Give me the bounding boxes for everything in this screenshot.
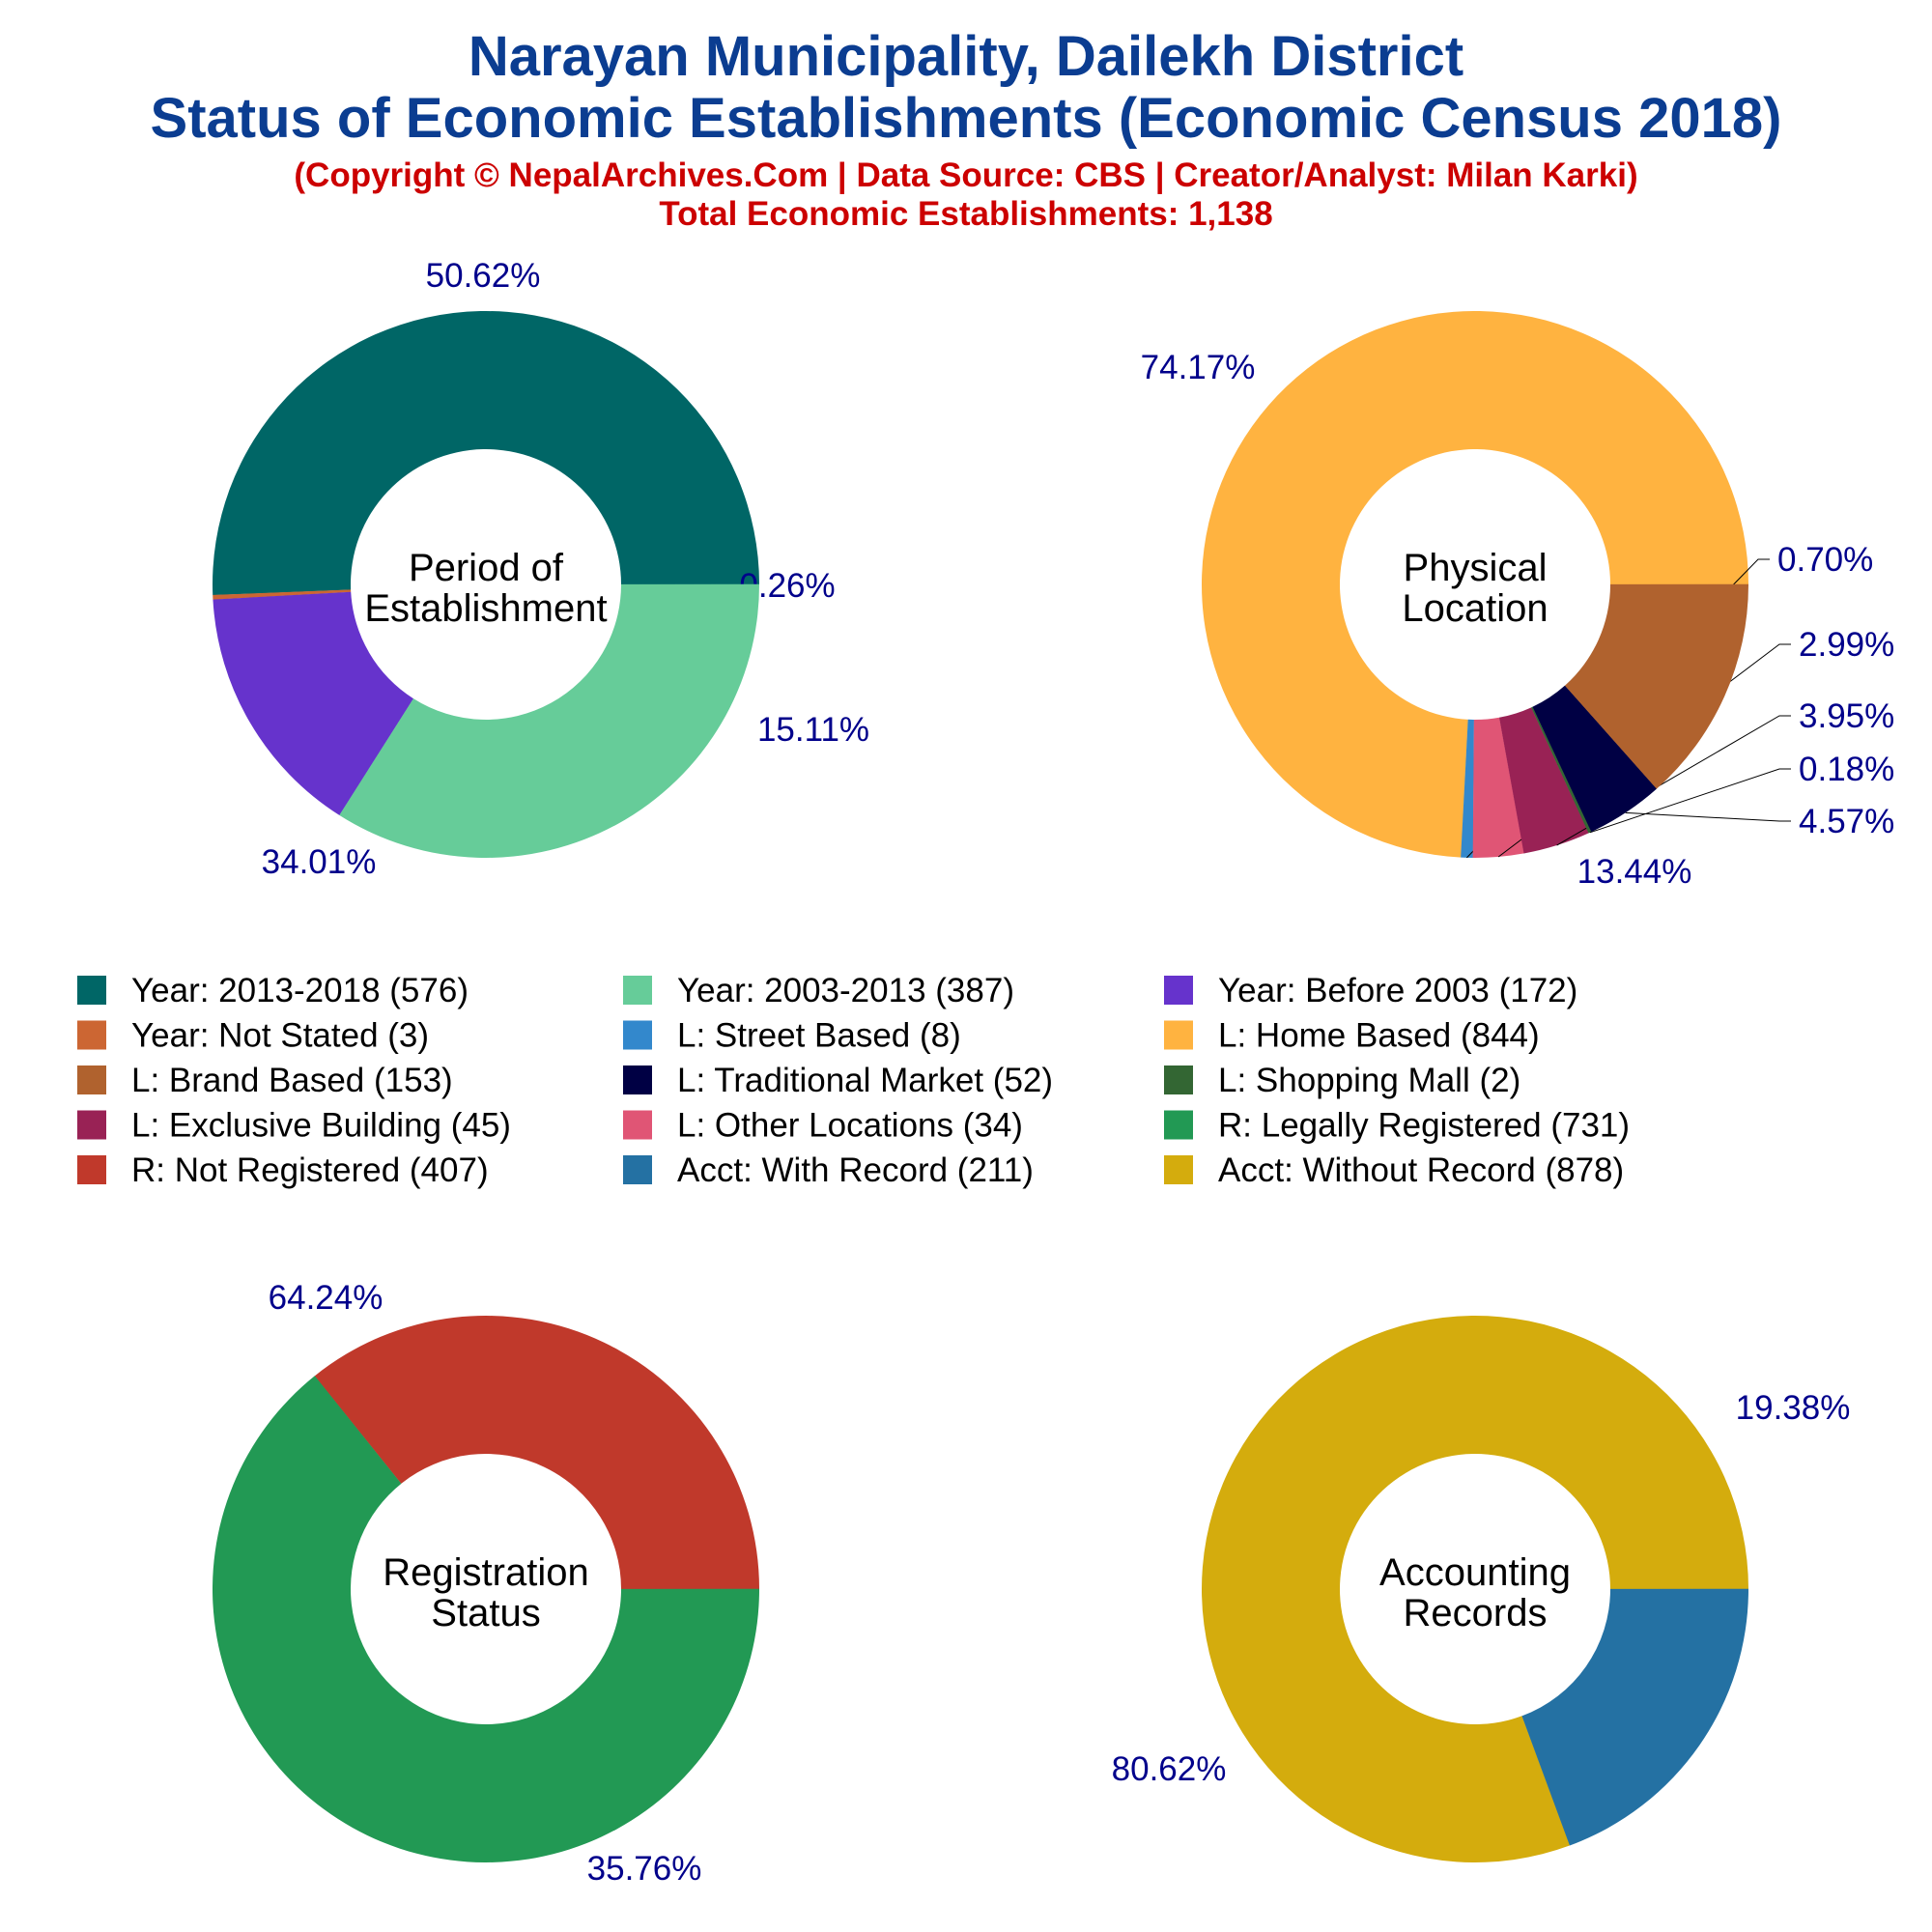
donut-2-slice-4 xyxy=(1498,707,1589,854)
legend-label: Acct: With Record (211) xyxy=(677,1151,1034,1189)
donut-4-center-label-line-2: Records xyxy=(1404,1592,1548,1634)
donut-3-center-label-line-1: Registration xyxy=(383,1551,588,1594)
donut-charts: 50.62%0.26%15.11%34.01%Period ofEstablis… xyxy=(213,257,1894,1888)
donut-2-percent-label-6: 4.57% xyxy=(1799,803,1894,840)
donut-2-slice-7 xyxy=(1564,583,1748,789)
donut-2-slice-1 xyxy=(1202,311,1748,858)
donut-3-slice-2 xyxy=(213,1376,759,1862)
legend-label: L: Street Based (8) xyxy=(677,1017,961,1055)
donut-1-slice-3 xyxy=(213,591,414,816)
donut-2-percent-label-5: 0.18% xyxy=(1799,751,1894,788)
donut-4-percent-label-2: 19.38% xyxy=(1736,1389,1851,1427)
donut-2-percent-label-1: 74.17% xyxy=(1141,349,1256,386)
legend-label: L: Home Based (844) xyxy=(1218,1017,1540,1055)
legend-item: L: Other Locations (34) xyxy=(623,1107,1023,1145)
chart-total: Total Economic Establishments: 1,138 xyxy=(659,195,1273,233)
donut-2-percent-label-3: 2.99% xyxy=(1799,626,1894,664)
donut-4-slice-2 xyxy=(1521,1588,1748,1846)
donut-3-slice-1 xyxy=(314,1315,760,1589)
donut-2-center-label-line-2: Location xyxy=(1402,587,1548,630)
donut-2-center-label-line-1: Physical xyxy=(1404,547,1548,589)
legend-swatch xyxy=(623,1110,652,1140)
legend-item: Acct: Without Record (878) xyxy=(1164,1151,1624,1189)
legend-item: L: Home Based (844) xyxy=(1164,1017,1540,1055)
legend: Year: 2013-2018 (576) Year: 2003-2013 (38… xyxy=(77,972,1630,1189)
donut-2-percent-label-2: 0.70% xyxy=(1777,541,1873,579)
donut-4-slice-1 xyxy=(1201,1316,1748,1862)
legend-label: Acct: Without Record (878) xyxy=(1218,1151,1624,1189)
legend-swatch xyxy=(1164,1155,1193,1184)
legend-swatch xyxy=(77,1155,106,1184)
donut-1-center-label-line-1: Period of xyxy=(409,547,564,589)
donut-chart-2: 74.17% 0.70% 2.99% 3.95% 0.18% 4.57% 13.44% Phy… xyxy=(1141,311,1894,891)
donut-1-slice-1 xyxy=(213,311,759,596)
legend-item: Year: 2013-2018 (576) xyxy=(77,972,469,1009)
legend-label: L: Exclusive Building (45) xyxy=(131,1107,511,1145)
legend-item: L: Exclusive Building (45) xyxy=(77,1107,511,1145)
legend-label: Year: Not Stated (3) xyxy=(131,1017,429,1055)
chart-title-line1: Narayan Municipality, Dailekh District xyxy=(468,25,1464,88)
donut-2-percent-label-7: 13.44% xyxy=(1577,853,1692,891)
donut-2-slice-5 xyxy=(1531,706,1592,834)
donut-2-slice-3 xyxy=(1472,717,1524,858)
donut-2-percent-label-4: 3.95% xyxy=(1799,697,1894,735)
legend-swatch xyxy=(77,1110,106,1140)
legend-swatch xyxy=(77,1065,106,1094)
legend-item: L: Traditional Market (52) xyxy=(623,1062,1053,1099)
legend-label: R: Not Registered (407) xyxy=(131,1151,489,1189)
chart-title-line2: Status of Economic Establishments (Econo… xyxy=(150,87,1782,150)
legend-item: R: Not Registered (407) xyxy=(77,1151,489,1189)
legend-item: Year: Before 2003 (172) xyxy=(1164,972,1577,1009)
donut-1-slice-2 xyxy=(213,589,352,600)
legend-swatch xyxy=(623,1020,652,1050)
legend-label: Year: Before 2003 (172) xyxy=(1218,972,1577,1009)
donut-4-center-label-line-1: Accounting xyxy=(1379,1551,1571,1594)
legend-swatch xyxy=(1164,1065,1193,1094)
legend-item: R: Legally Registered (731) xyxy=(1164,1107,1630,1145)
legend-label: R: Legally Registered (731) xyxy=(1218,1107,1630,1145)
donut-1-percent-label-3: 15.11% xyxy=(757,711,869,749)
donut-3-percent-label-1: 35.76% xyxy=(587,1850,702,1888)
legend-item: L: Street Based (8) xyxy=(623,1017,961,1055)
legend-swatch xyxy=(77,976,106,1005)
legend-item: Acct: With Record (211) xyxy=(623,1151,1034,1189)
donut-4-percent-label-1: 80.62% xyxy=(1112,1750,1227,1788)
donut-1-center-label-line-2: Establishment xyxy=(364,587,607,630)
legend-label: L: Other Locations (34) xyxy=(677,1107,1023,1145)
donut-3-percent-label-2: 64.24% xyxy=(269,1279,384,1317)
legend-item: L: Shopping Mall (2) xyxy=(1164,1062,1520,1099)
legend-label: Year: 2003-2013 (387) xyxy=(677,972,1014,1009)
legend-swatch xyxy=(623,976,652,1005)
donut-1-slice-4 xyxy=(339,583,759,858)
legend-item: Year: 2003-2013 (387) xyxy=(623,972,1014,1009)
legend-swatch xyxy=(623,1155,652,1184)
donut-2-slice-6 xyxy=(1532,685,1658,833)
legend-swatch xyxy=(1164,976,1193,1005)
legend-swatch xyxy=(623,1065,652,1094)
chart-credit: (Copyright © NepalArchives.Com | Data So… xyxy=(294,156,1638,194)
legend-label: L: Brand Based (153) xyxy=(131,1062,453,1099)
donut-chart-1: 50.62%0.26%15.11%34.01%Period ofEstablis… xyxy=(213,257,869,881)
legend-swatch xyxy=(1164,1110,1193,1140)
donut-3-center-label-line-2: Status xyxy=(431,1592,540,1634)
legend-label: L: Shopping Mall (2) xyxy=(1218,1062,1520,1099)
legend-swatch xyxy=(77,1020,106,1050)
legend-item: Year: Not Stated (3) xyxy=(77,1017,429,1055)
donut-1-percent-label-1: 50.62% xyxy=(426,257,541,295)
donut-2-leader-5 xyxy=(1589,768,1791,834)
legend-item: L: Brand Based (153) xyxy=(77,1062,453,1099)
legend-swatch xyxy=(1164,1020,1193,1050)
donut-2-leader-6 xyxy=(1625,811,1791,822)
donut-1-percent-label-4: 34.01% xyxy=(262,843,377,881)
legend-label: Year: 2013-2018 (576) xyxy=(131,972,469,1009)
legend-label: L: Traditional Market (52) xyxy=(677,1062,1053,1099)
donut-2-slice-2 xyxy=(1461,719,1474,858)
